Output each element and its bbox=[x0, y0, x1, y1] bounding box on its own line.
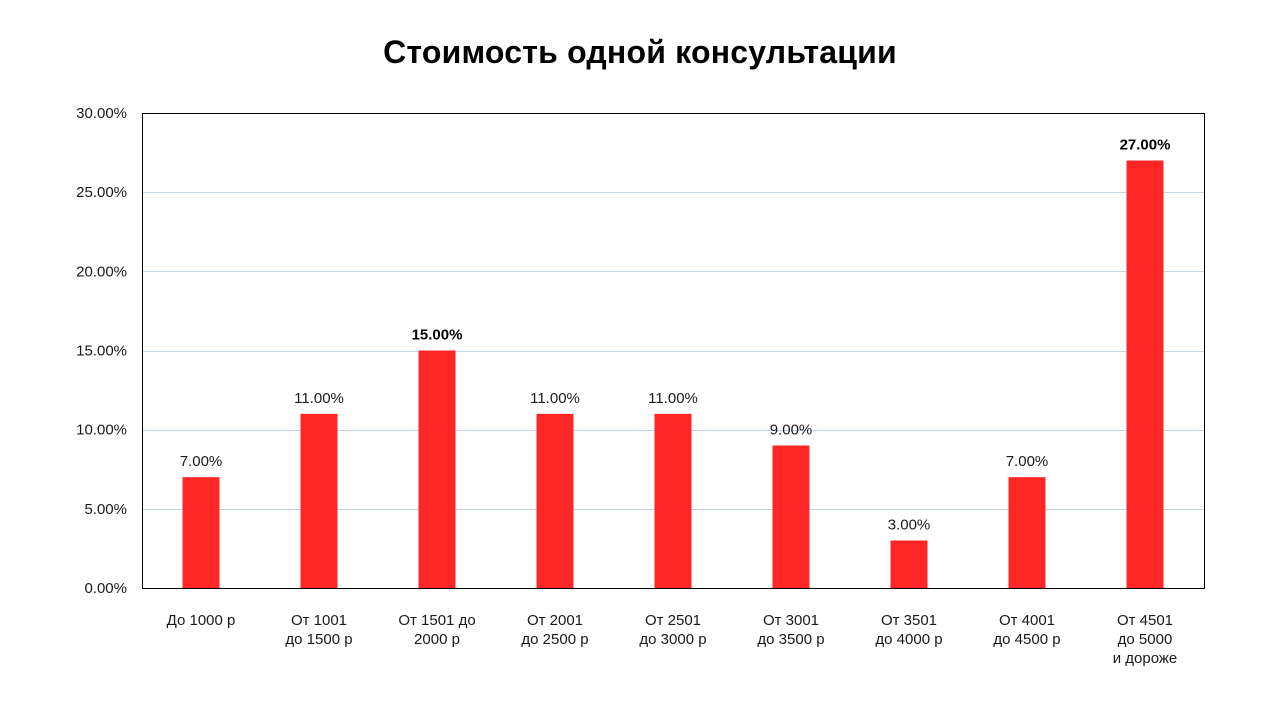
data-label: 11.00% bbox=[530, 390, 580, 407]
y-tick-label: 15.00% bbox=[76, 343, 127, 360]
data-label: 11.00% bbox=[294, 390, 344, 407]
data-label: 3.00% bbox=[888, 517, 931, 534]
y-tick-label: 30.00% bbox=[76, 105, 127, 122]
y-axis-ticks: 0.00% 5.00% 10.00% 15.00% 20.00% 25.00% 30.00% bbox=[76, 105, 127, 597]
x-tick-label: От 2501 до 3000 р bbox=[639, 612, 706, 648]
bar bbox=[1008, 477, 1046, 588]
bars bbox=[182, 160, 1164, 588]
bar bbox=[418, 350, 456, 588]
bar bbox=[1126, 160, 1164, 588]
bar bbox=[536, 413, 574, 588]
data-label: 15.00% bbox=[412, 327, 463, 344]
x-tick-label: До 1000 р bbox=[167, 612, 236, 629]
y-tick-label: 10.00% bbox=[76, 422, 127, 439]
y-tick-label: 20.00% bbox=[76, 263, 127, 280]
x-tick-label: От 4001 до 4500 р bbox=[993, 612, 1060, 648]
bar bbox=[182, 477, 220, 588]
x-axis-ticks: До 1000 р От 1001 до 1500 р От 1501 до 2000 … bbox=[167, 612, 1178, 667]
data-labels: 7.00% 11.00% 15.00% 11.00% 11.00% 9.00% 3.00% 7… bbox=[180, 137, 1171, 534]
bar bbox=[654, 413, 692, 588]
x-tick-label: От 1001 до 1500 р bbox=[285, 612, 352, 648]
data-label: 11.00% bbox=[648, 390, 698, 407]
plot-frame bbox=[142, 113, 1205, 589]
x-tick-label: От 3001 до 3500 р bbox=[757, 612, 824, 648]
x-tick-label: От 3501 до 4000 р bbox=[875, 612, 942, 648]
bar bbox=[300, 413, 338, 588]
data-label: 9.00% bbox=[770, 422, 813, 439]
bar bbox=[772, 445, 810, 588]
x-tick-label: От 4501 до 5000 и дороже bbox=[1113, 612, 1178, 667]
y-tick-label: 0.00% bbox=[84, 580, 127, 597]
data-label: 7.00% bbox=[1006, 453, 1049, 470]
bar bbox=[890, 540, 928, 588]
x-tick-label: От 2001 до 2500 р bbox=[521, 612, 588, 648]
y-tick-label: 5.00% bbox=[84, 501, 127, 518]
chart-title: Стоимость одной консультации bbox=[383, 34, 897, 70]
data-label: 7.00% bbox=[180, 453, 223, 470]
y-tick-label: 25.00% bbox=[76, 184, 127, 201]
x-tick-label: От 1501 до 2000 р bbox=[398, 612, 475, 648]
data-label: 27.00% bbox=[1120, 137, 1171, 154]
